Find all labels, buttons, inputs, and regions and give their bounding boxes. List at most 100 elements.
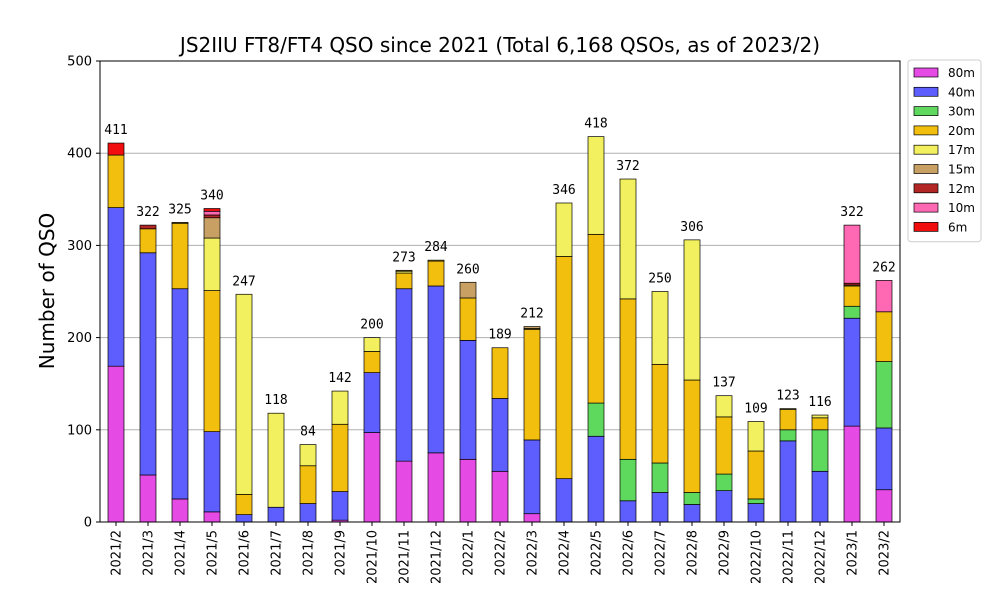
bar-segment-20m — [843, 285, 861, 307]
x-tick-label: 2022/1 — [462, 530, 477, 576]
bar-segment-30m — [587, 402, 605, 437]
x-tick-label: 2021/3 — [142, 530, 157, 576]
x-tick-label: 2023/2 — [878, 530, 893, 576]
bar-segment-80m — [363, 432, 381, 523]
bar-segment-10m — [875, 280, 893, 313]
total-label: 340 — [200, 189, 223, 204]
bar-segment-30m — [651, 462, 669, 493]
bar-segment-40m — [331, 491, 349, 521]
bar-segment-20m — [235, 493, 253, 515]
bar-segment-30m — [779, 429, 797, 442]
total-label: 142 — [328, 371, 351, 386]
bar-segment-80m — [523, 513, 541, 523]
bar-segment-30m — [619, 458, 637, 502]
bar-segment-20m — [555, 256, 573, 480]
x-tick-label: 2021/5 — [206, 530, 221, 576]
y-tick-label: 100 — [67, 423, 92, 438]
bar-segment-30m — [715, 473, 733, 492]
total-label: 262 — [872, 260, 895, 275]
legend-label-17m: 17m — [948, 143, 975, 157]
y-tick-label: 400 — [67, 147, 92, 162]
bar-segment-20m — [395, 272, 413, 290]
total-label: 116 — [808, 395, 831, 410]
bar-segment-40m — [203, 431, 221, 513]
total-label: 273 — [392, 250, 415, 265]
bar-segment-17m — [267, 412, 285, 508]
bar-segment-20m — [875, 311, 893, 362]
total-label: 325 — [168, 202, 191, 217]
y-axis-label: Number of QSO — [35, 213, 59, 370]
bar-segment-15m — [395, 269, 413, 272]
bar-segment-17m — [203, 237, 221, 291]
bar-segment-80m — [875, 489, 893, 523]
bar-segment-17m — [715, 395, 733, 418]
x-tick-label: 2022/2 — [494, 530, 509, 576]
bar-segment-40m — [363, 372, 381, 433]
x-tick-label: 2022/9 — [718, 530, 733, 576]
bar-segment-17m — [587, 136, 605, 235]
x-tick-label: 2021/12 — [430, 530, 445, 584]
x-tick-label: 2021/4 — [174, 530, 189, 576]
legend-swatch-30m — [913, 106, 939, 116]
x-tick-label: 2021/9 — [334, 530, 349, 576]
bar-segment-20m — [107, 154, 125, 208]
bar-segment-20m — [811, 417, 829, 431]
bar-segment-10m — [843, 224, 861, 284]
bar-segment-80m — [395, 460, 413, 523]
x-tick-label: 2022/3 — [526, 530, 541, 576]
bar-segment-20m — [203, 290, 221, 432]
total-label: 123 — [776, 389, 799, 404]
legend-label-80m: 80m — [948, 66, 975, 80]
x-tick-label: 2022/11 — [782, 530, 797, 584]
y-tick-label: 0 — [84, 516, 92, 531]
bar-segment-17m — [331, 390, 349, 425]
total-label: 250 — [648, 272, 671, 287]
legend-swatch-15m — [913, 164, 939, 174]
total-label: 322 — [840, 205, 863, 220]
total-label: 109 — [744, 402, 767, 417]
bar-segment-17m — [811, 414, 829, 419]
bar-segment-17m — [683, 239, 701, 381]
total-label: 306 — [680, 220, 703, 235]
bar-segment-20m — [651, 363, 669, 464]
bar-segment-40m — [267, 506, 285, 523]
legend-swatch-20m — [913, 125, 939, 136]
bar-segment-20m — [491, 347, 509, 399]
bar-segment-12m — [139, 224, 157, 230]
bar-segment-15m — [459, 281, 477, 299]
bar-segment-20m — [427, 260, 445, 287]
bar-segment-20m — [619, 298, 637, 460]
bar-segment-80m — [459, 458, 477, 523]
bar-segment-40m — [171, 288, 189, 500]
bar-segment-17m — [363, 337, 381, 352]
bar-segment-20m — [747, 450, 765, 500]
bar-segment-40m — [683, 504, 701, 523]
legend-label-30m: 30m — [948, 105, 975, 119]
x-tick-label: 2021/6 — [238, 530, 253, 576]
bar-segment-20m — [715, 416, 733, 475]
total-label: 137 — [712, 376, 735, 391]
y-tick-label: 300 — [67, 239, 92, 254]
x-tick-label: 2022/7 — [654, 530, 669, 576]
total-label: 418 — [584, 117, 607, 132]
bar-segment-40m — [555, 478, 573, 523]
x-tick-label: 2022/10 — [750, 530, 765, 584]
x-tick-label: 2022/8 — [686, 530, 701, 576]
legend-label-40m: 40m — [948, 85, 975, 99]
bar-segment-40m — [459, 340, 477, 460]
bar-segment-17m — [747, 421, 765, 452]
bar-segment-17m — [299, 444, 317, 467]
x-tick-label: 2022/6 — [622, 530, 637, 576]
bar-segment-40m — [523, 439, 541, 515]
bar-segment-20m — [587, 233, 605, 404]
total-label: 84 — [300, 425, 316, 440]
legend-swatch-17m — [913, 144, 939, 155]
legend-swatch-6m — [913, 222, 939, 232]
bar-segment-30m — [875, 361, 893, 429]
bar-segment-40m — [843, 317, 861, 427]
total-label: 247 — [232, 274, 255, 289]
bar-segment-20m — [523, 328, 541, 441]
legend-label-12m: 12m — [948, 182, 975, 196]
bar-segment-80m — [491, 470, 509, 523]
